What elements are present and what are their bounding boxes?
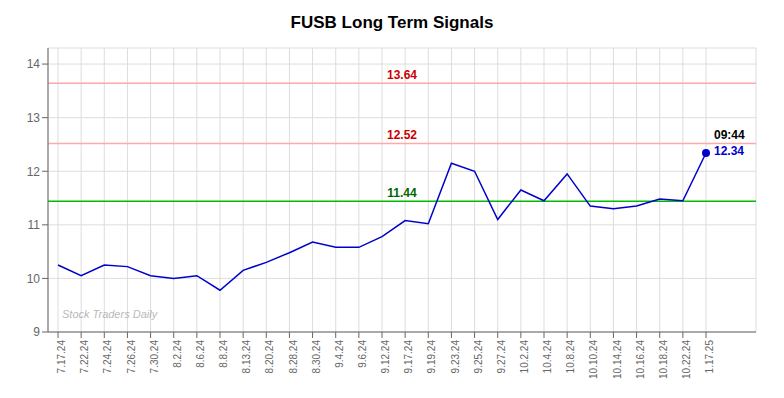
svg-text:09:44: 09:44 xyxy=(714,128,745,142)
svg-text:7.24.24: 7.24.24 xyxy=(102,340,113,374)
svg-text:12.52: 12.52 xyxy=(387,128,417,142)
svg-text:8.2.24: 8.2.24 xyxy=(172,340,183,368)
svg-text:14: 14 xyxy=(27,57,41,71)
svg-text:7.17.24: 7.17.24 xyxy=(56,340,67,374)
svg-text:11.44: 11.44 xyxy=(387,186,417,200)
svg-text:10.14.24: 10.14.24 xyxy=(612,340,623,379)
svg-text:8.6.24: 8.6.24 xyxy=(195,340,206,368)
svg-text:8.13.24: 8.13.24 xyxy=(241,340,252,374)
svg-text:9.25.24: 9.25.24 xyxy=(473,340,484,374)
svg-text:9.12.24: 9.12.24 xyxy=(380,340,391,374)
html-text:Stock Traders Daily: Stock Traders Daily xyxy=(62,308,158,320)
svg-text:9.27.24: 9.27.24 xyxy=(496,340,507,374)
svg-text:10.16.24: 10.16.24 xyxy=(635,340,646,379)
svg-text:9.17.24: 9.17.24 xyxy=(403,340,414,374)
svg-text:8.28.24: 8.28.24 xyxy=(288,340,299,374)
svg-text:9.6.24: 9.6.24 xyxy=(357,340,368,368)
svg-text:1.17.25: 1.17.25 xyxy=(704,340,715,374)
svg-text:10.2.24: 10.2.24 xyxy=(519,340,530,374)
svg-text:13.64: 13.64 xyxy=(387,68,417,82)
svg-text:7.30.24: 7.30.24 xyxy=(149,340,160,374)
svg-text:10: 10 xyxy=(27,272,41,286)
svg-text:12.34: 12.34 xyxy=(714,144,744,158)
svg-text:7.22.24: 7.22.24 xyxy=(79,340,90,374)
svg-text:9.4.24: 9.4.24 xyxy=(334,340,345,368)
svg-text:7.26.24: 7.26.24 xyxy=(126,340,137,374)
svg-text:12: 12 xyxy=(27,165,41,179)
svg-text:10.10.24: 10.10.24 xyxy=(588,340,599,379)
svg-text:10.4.24: 10.4.24 xyxy=(542,340,553,374)
svg-text:10.8.24: 10.8.24 xyxy=(565,340,576,374)
svg-text:10.22.24: 10.22.24 xyxy=(681,340,692,379)
svg-text:9.19.24: 9.19.24 xyxy=(426,340,437,374)
html-text:FUSB Long Term Signals: FUSB Long Term Signals xyxy=(290,13,494,32)
svg-text:8.20.24: 8.20.24 xyxy=(264,340,275,374)
svg-text:9.23.24: 9.23.24 xyxy=(450,340,461,374)
svg-text:8.30.24: 8.30.24 xyxy=(311,340,322,374)
svg-text:9: 9 xyxy=(33,325,40,339)
svg-text:13: 13 xyxy=(27,111,41,125)
svg-text:8.8.24: 8.8.24 xyxy=(218,340,229,368)
svg-text:10.18.24: 10.18.24 xyxy=(658,340,669,379)
svg-text:11: 11 xyxy=(28,218,41,232)
